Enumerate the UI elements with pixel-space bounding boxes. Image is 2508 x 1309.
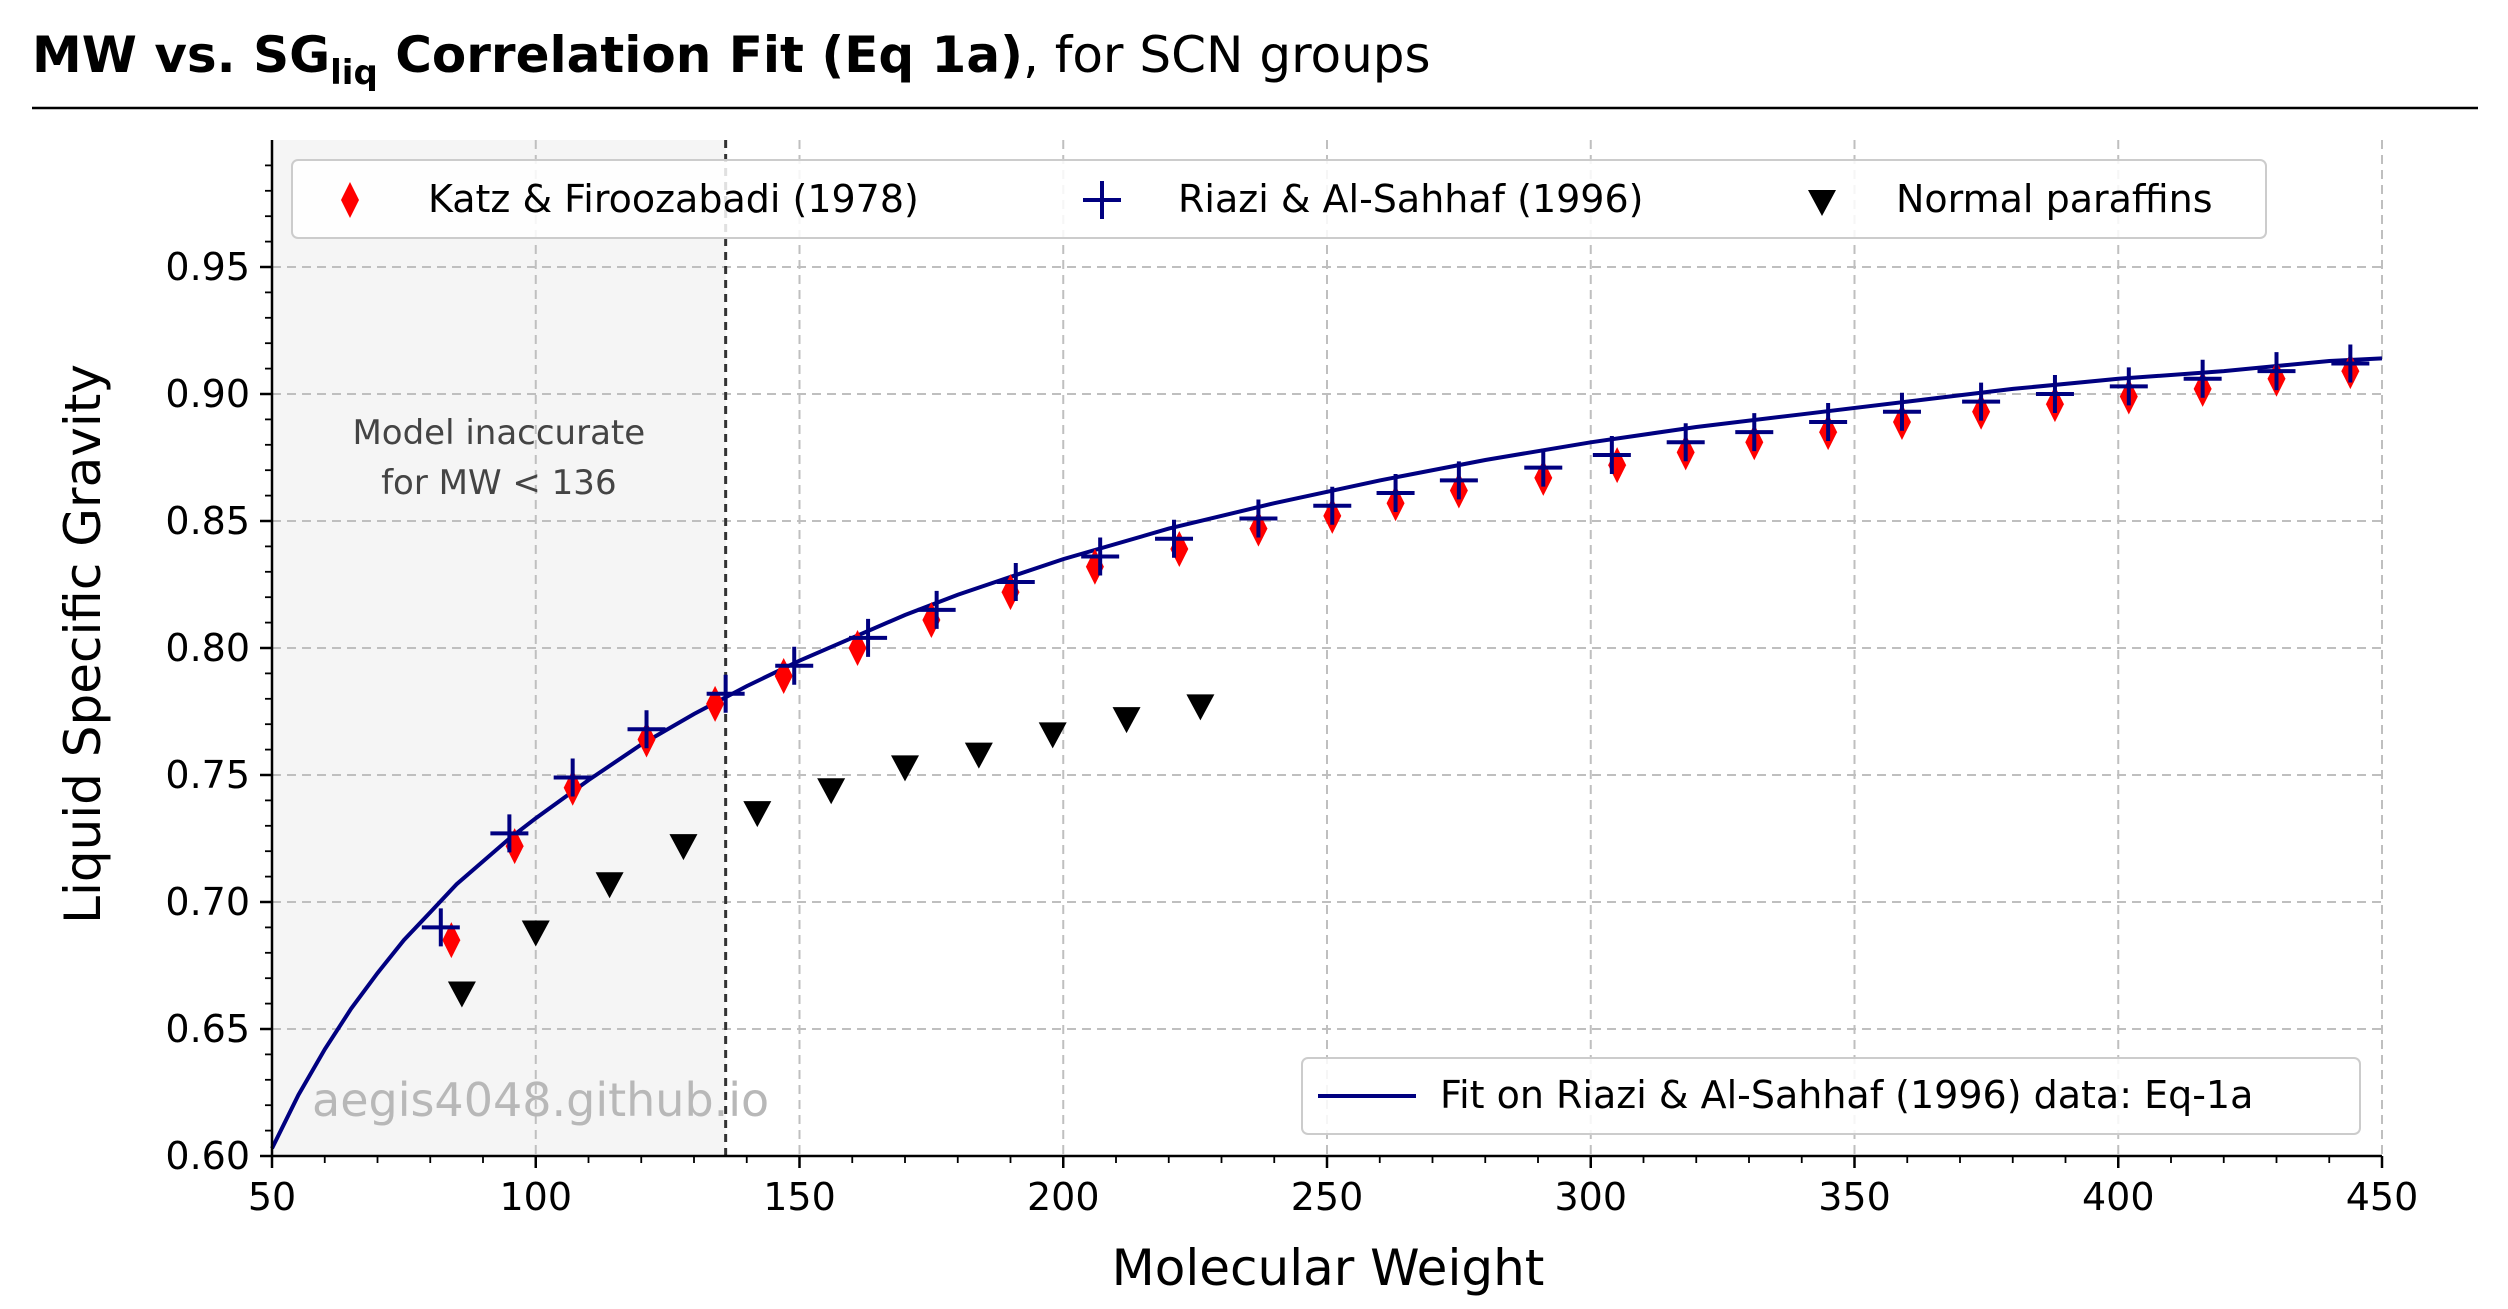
y-tick-label: 0.70 bbox=[165, 880, 250, 924]
x-tick-label: 200 bbox=[1027, 1175, 1100, 1219]
x-tick-label: 250 bbox=[1291, 1175, 1364, 1219]
paraffin-point bbox=[1186, 694, 1215, 721]
riazi-point bbox=[490, 814, 529, 853]
y-tick-label: 0.75 bbox=[165, 753, 250, 797]
katz-point bbox=[505, 828, 524, 865]
riazi-point bbox=[2183, 359, 2222, 398]
y-tick-label: 0.60 bbox=[165, 1134, 250, 1178]
title-suffix: , for SCN groups bbox=[1023, 26, 1431, 84]
x-tick-label: 100 bbox=[499, 1175, 572, 1219]
legend-fit-label: Fit on Riazi & Al-Sahhaf (1996) data: Eq… bbox=[1440, 1073, 2253, 1117]
legend-katz-marker bbox=[341, 182, 359, 218]
riazi-point bbox=[1313, 486, 1352, 525]
riazi-point bbox=[2109, 367, 2148, 406]
riazi-point bbox=[706, 674, 745, 713]
riazi-point bbox=[849, 618, 888, 657]
legend-top-box bbox=[291, 159, 2267, 239]
series-paraffins bbox=[447, 694, 1215, 1008]
y-axis-title: Liquid Specific Gravity bbox=[54, 364, 112, 924]
y-tick-label: 0.95 bbox=[165, 245, 250, 289]
x-tick-label: 50 bbox=[248, 1175, 296, 1219]
riazi-point bbox=[1524, 448, 1563, 487]
paraffin-point bbox=[595, 872, 624, 899]
paraffin-point bbox=[1112, 707, 1141, 734]
riazi-point bbox=[775, 646, 814, 685]
riazi-point bbox=[1376, 474, 1415, 513]
legend-bottom-box bbox=[1301, 1057, 2361, 1135]
y-tick-label: 0.85 bbox=[165, 499, 250, 543]
x-tick-label: 150 bbox=[763, 1175, 836, 1219]
riazi-point bbox=[917, 590, 956, 629]
riazi-point bbox=[1592, 435, 1631, 474]
legend-riazi-label: Riazi & Al-Sahhaf (1996) bbox=[1178, 177, 1643, 221]
paraffin-point bbox=[891, 755, 919, 782]
legend-paraffin-marker bbox=[1808, 190, 1836, 216]
paraffin-point bbox=[669, 834, 698, 861]
katz-point bbox=[848, 630, 867, 666]
paraffin-point bbox=[743, 801, 772, 828]
x-tick-label: 300 bbox=[1554, 1175, 1627, 1219]
annotation-line2: for MW < 136 bbox=[381, 463, 617, 503]
y-tick-label: 0.90 bbox=[165, 372, 250, 416]
paraffin-point bbox=[1038, 722, 1067, 749]
x-tick-label: 450 bbox=[2346, 1175, 2419, 1219]
series-fit bbox=[270, 356, 2383, 1150]
chart-title: MW vs. SGliq Correlation Fit (Eq 1a), fo… bbox=[32, 26, 1431, 93]
riazi-point bbox=[1735, 413, 1774, 452]
paraffin-point bbox=[521, 920, 550, 947]
riazi-point bbox=[1882, 392, 1921, 431]
x-tick-label: 350 bbox=[1818, 1175, 1891, 1219]
series-riazi bbox=[421, 344, 2370, 947]
riazi-point bbox=[421, 908, 460, 947]
y-tick-label: 0.65 bbox=[165, 1007, 250, 1051]
x-tick-label: 400 bbox=[2082, 1175, 2155, 1219]
legend-katz-label: Katz & Firoozabadi (1978) bbox=[428, 177, 919, 221]
title-subscript: liq bbox=[330, 53, 378, 93]
fit-line bbox=[270, 356, 2383, 1150]
riazi-point bbox=[1081, 537, 1120, 576]
riazi-point bbox=[996, 562, 1035, 601]
katz-point bbox=[442, 922, 461, 959]
legend-bottom: Fit on Riazi & Al-Sahhaf (1996) data: Eq… bbox=[1301, 1057, 2361, 1135]
legend-paraffin-label: Normal paraffins bbox=[1896, 177, 2213, 221]
paraffin-point bbox=[964, 742, 993, 769]
plot-area: Model inaccurate for MW < 136 aegis4048.gi… bbox=[165, 140, 2418, 1219]
x-axis-ticks: 50 100 150 200 250 300 350 400 450 bbox=[248, 1156, 2418, 1219]
paraffin-point bbox=[817, 778, 846, 805]
title-part1: MW vs. bbox=[32, 26, 253, 84]
riazi-point bbox=[1962, 382, 2001, 421]
x-axis-title: Molecular Weight bbox=[1112, 1239, 1545, 1297]
riazi-point bbox=[1439, 461, 1478, 500]
series-katz bbox=[442, 353, 2360, 959]
riazi-point bbox=[553, 758, 592, 797]
riazi-point bbox=[2257, 352, 2296, 391]
legend-riazi-marker bbox=[1083, 181, 1121, 219]
title-sg: SG bbox=[253, 26, 330, 84]
paraffin-point bbox=[447, 981, 476, 1008]
y-tick-label: 0.80 bbox=[165, 626, 250, 670]
title-part2: Correlation Fit (Eq 1a) bbox=[378, 26, 1023, 84]
annotation-line1: Model inaccurate bbox=[352, 413, 645, 453]
y-axis-ticks: 0.60 0.65 0.70 0.75 0.80 0.85 0.90 0.95 bbox=[165, 164, 272, 1178]
riazi-point bbox=[1809, 402, 1848, 441]
riazi-point bbox=[1155, 519, 1194, 558]
riazi-point bbox=[2331, 344, 2370, 383]
riazi-point bbox=[1666, 423, 1705, 462]
riazi-point bbox=[627, 710, 666, 749]
riazi-point bbox=[2035, 375, 2074, 413]
riazi-point bbox=[1239, 499, 1278, 538]
watermark: aegis4048.github.io bbox=[312, 1073, 769, 1127]
legend-top: Katz & Firoozabadi (1978) Riazi & Al-Sahh… bbox=[291, 159, 2267, 239]
